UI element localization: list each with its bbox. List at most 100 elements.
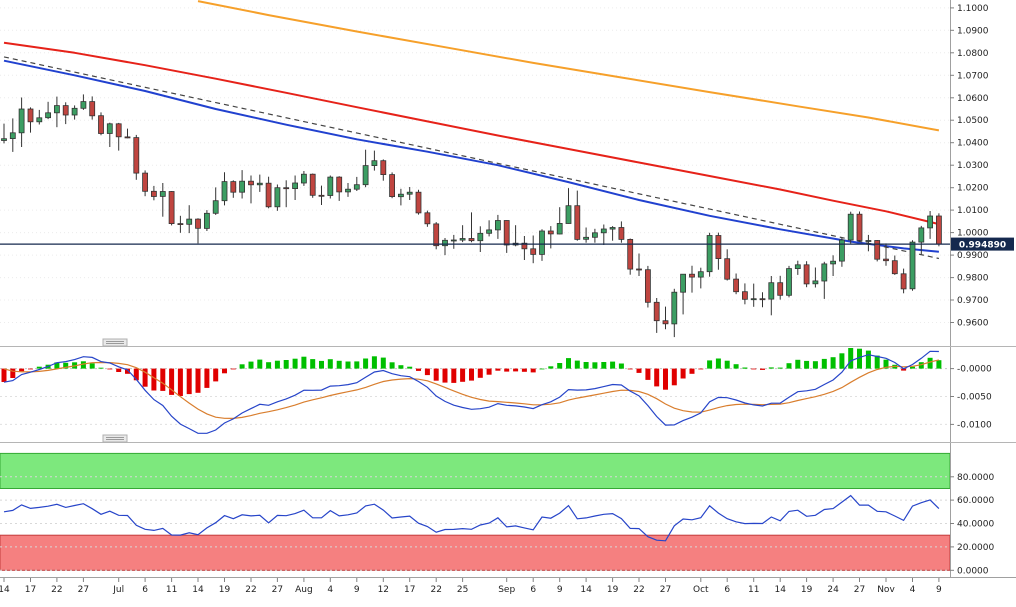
macd-histogram-bar — [80, 361, 86, 369]
candle-body — [618, 227, 625, 240]
candle-body — [900, 273, 907, 290]
time-tick-label: 4 — [327, 585, 333, 595]
candle-body — [733, 278, 739, 293]
macd-histogram-bar — [636, 368, 642, 373]
price-tick-label: 1.0800 — [957, 49, 989, 59]
macd-histogram-bar — [36, 366, 42, 369]
macd-histogram-bar — [442, 368, 448, 383]
macd-histogram-bar — [1, 368, 7, 382]
candle-body — [9, 132, 16, 140]
time-tick-label: Sep — [498, 585, 515, 595]
candle-body — [627, 238, 634, 270]
macd-histogram-bar — [292, 358, 298, 369]
candle-body — [442, 239, 448, 247]
time-tick-label: 17 — [404, 585, 415, 595]
macd-histogram-bar — [918, 362, 924, 369]
macd-histogram-bar — [698, 368, 704, 370]
candle-body — [230, 181, 237, 193]
macd-histogram-bar — [407, 366, 413, 369]
price-tick-label: 1.0000 — [957, 229, 989, 239]
candle-body — [821, 263, 828, 282]
candle-body — [124, 136, 131, 139]
macd-line — [3, 350, 939, 434]
candle-body — [380, 160, 387, 175]
time-tick-label: 6 — [530, 585, 536, 595]
macd-histogram-bar — [724, 360, 730, 369]
price-tick-label: 1.1000 — [957, 4, 989, 14]
macd-histogram-bar — [266, 362, 272, 369]
macd-histogram-bar — [10, 368, 16, 378]
time-tick-label: 22 — [430, 585, 441, 595]
macd-histogram-bar — [54, 362, 60, 369]
macd-histogram-bar — [557, 363, 563, 369]
panel-resize-handle[interactable] — [102, 434, 128, 443]
candle-body — [133, 137, 140, 174]
candle-body — [221, 181, 228, 202]
candle-body — [239, 180, 246, 193]
candle-body — [680, 273, 686, 293]
candle-body — [168, 191, 175, 224]
candle-body — [186, 218, 193, 225]
candle-body — [565, 205, 572, 224]
macd-histogram-bar — [777, 367, 783, 369]
candle-body — [397, 193, 404, 198]
price-tick-label: 0.9600 — [957, 319, 989, 329]
macd-histogram-bar — [319, 360, 324, 369]
macd-histogram-bar — [707, 360, 713, 369]
macd-histogram-bar — [142, 368, 148, 387]
candle-body — [203, 212, 210, 229]
candle-body — [653, 301, 660, 322]
candle-body — [803, 264, 810, 285]
candle-body — [521, 242, 528, 250]
macd-histogram-bar — [310, 359, 316, 369]
candle-body — [706, 235, 713, 273]
macd-histogram-bar — [239, 364, 245, 369]
macd-histogram-bar — [627, 368, 633, 370]
candle-body — [142, 172, 149, 192]
candle-body — [45, 112, 51, 119]
candle-body — [636, 268, 642, 271]
candle-body — [433, 223, 440, 247]
macd-histogram-bar — [28, 368, 33, 370]
macd-histogram-bar — [645, 368, 651, 380]
time-tick-label: 22 — [51, 585, 62, 595]
time-tick-label: 14 — [192, 585, 204, 595]
candle-body — [830, 260, 836, 265]
candle-body — [177, 223, 184, 226]
macd-histogram-bar — [574, 360, 580, 369]
panel-resize-handle[interactable] — [102, 338, 128, 347]
macd-histogram-bar — [160, 368, 166, 391]
macd-histogram-bar — [451, 368, 457, 383]
time-tick-label: 27 — [78, 585, 89, 595]
candle-body — [909, 241, 916, 290]
time-tick-label: 27 — [660, 585, 671, 595]
time-tick-label: 6 — [724, 585, 730, 595]
macd-panel — [0, 348, 950, 434]
macd-tick-label: -0.0100 — [957, 420, 992, 430]
candle-body — [592, 232, 598, 238]
time-tick-label: 14 — [774, 585, 786, 595]
candle-body — [759, 298, 766, 301]
candle-body — [353, 184, 360, 190]
time-tick-label: 19 — [801, 585, 813, 595]
macd-histogram — [1, 348, 942, 396]
macd-histogram-bar — [213, 368, 219, 382]
macd-histogram-bar — [63, 362, 69, 369]
main-panel — [0, 0, 950, 338]
rsi-tick-label: 80.0000 — [957, 473, 994, 483]
macd-histogram-bar — [830, 357, 836, 369]
candle-body — [98, 115, 104, 134]
candle-body — [468, 238, 475, 242]
time-tick-label: 4 — [910, 585, 916, 595]
candle-body — [54, 105, 60, 114]
price-tick-label: 1.0700 — [957, 71, 989, 81]
macd-histogram-bar — [371, 356, 377, 369]
candle-body — [450, 239, 457, 242]
candle-body — [486, 229, 493, 234]
time-tick-label: Jul — [112, 585, 124, 595]
candle-body — [424, 212, 431, 225]
macd-histogram-bar — [389, 362, 395, 369]
ma-orange-line — [197, 0, 940, 132]
